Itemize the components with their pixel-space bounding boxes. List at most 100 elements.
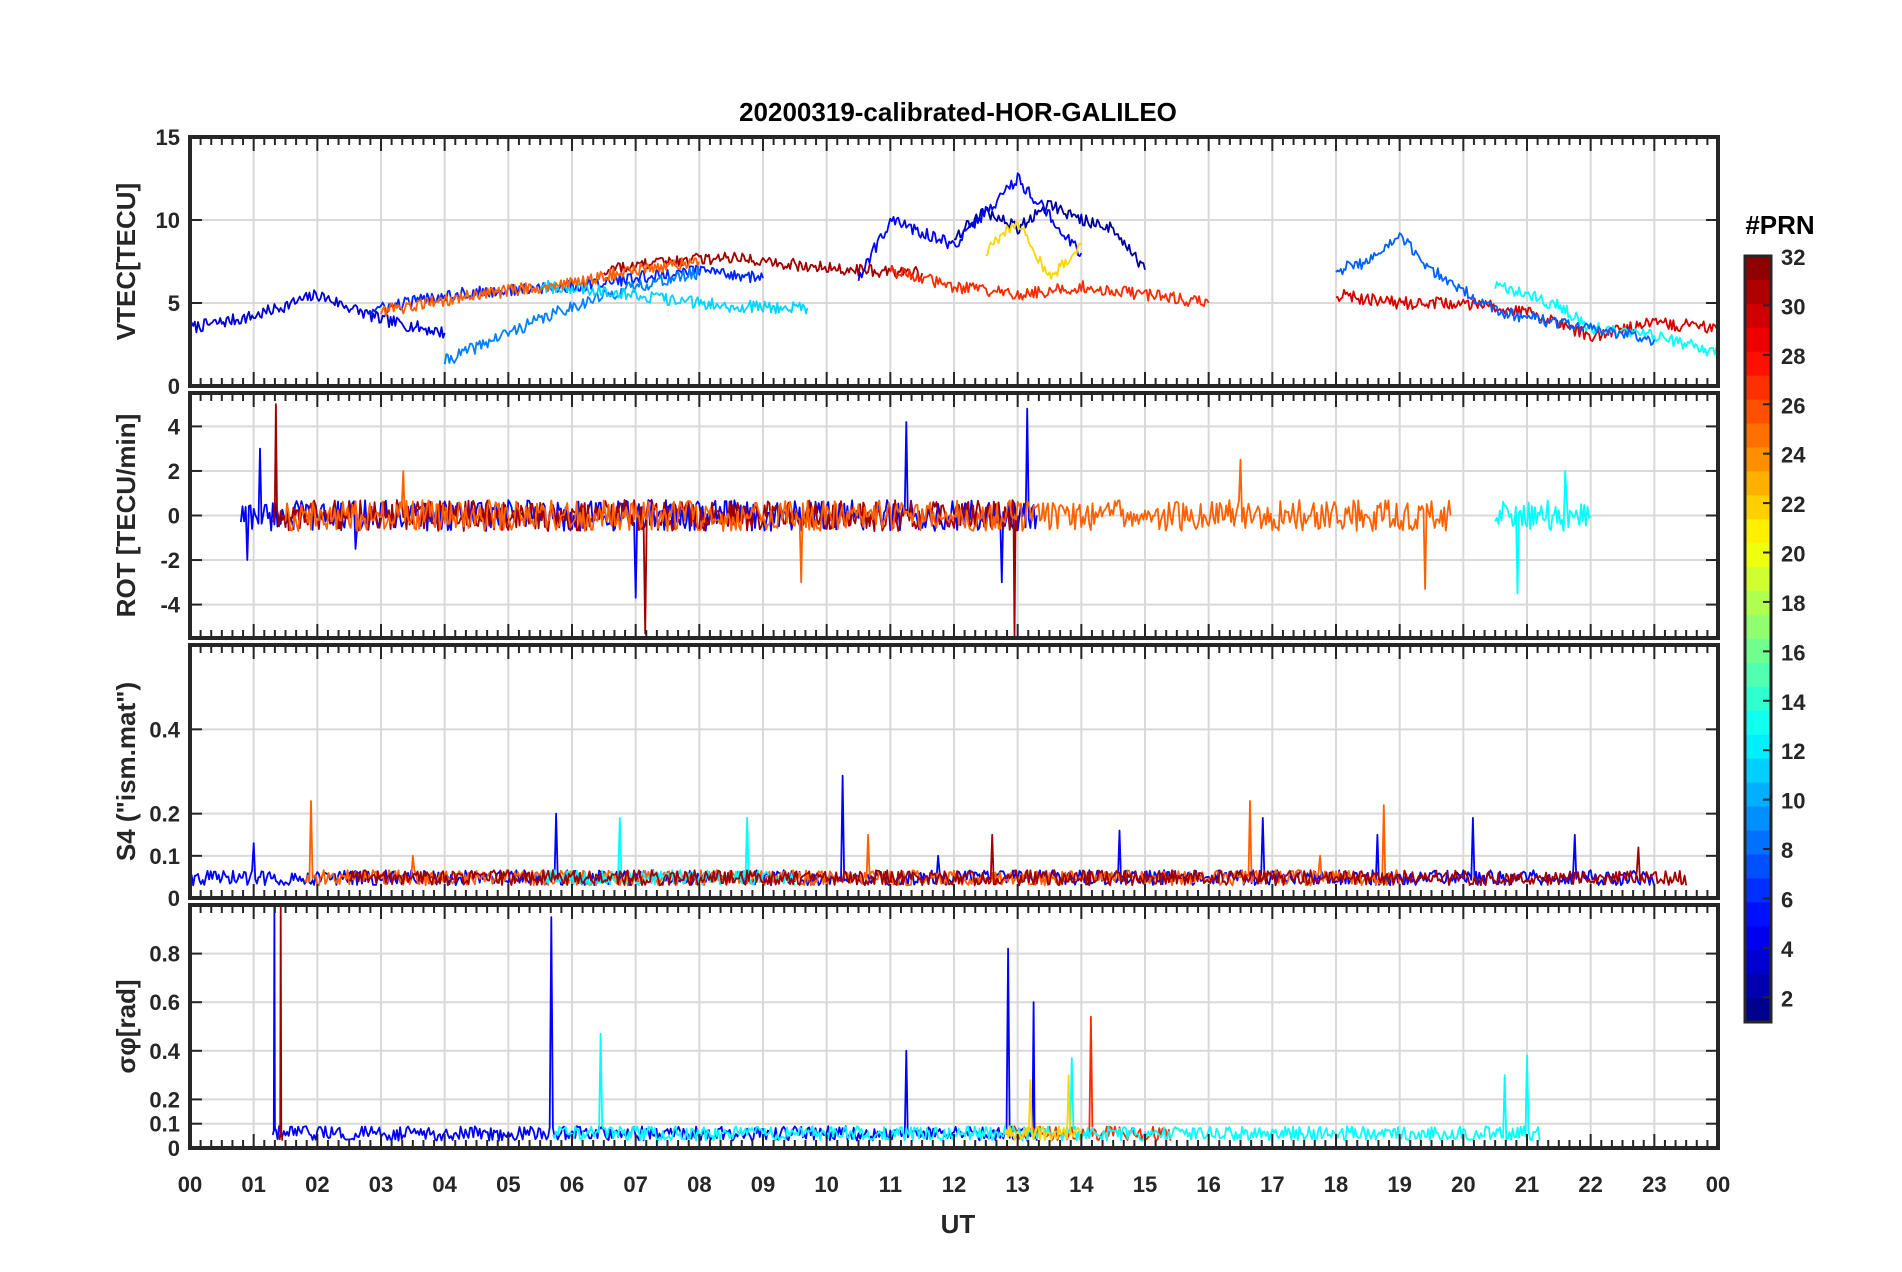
colorbar-swatch bbox=[1745, 256, 1771, 281]
colorbar-swatch bbox=[1745, 950, 1771, 975]
series-line-prn-25 bbox=[284, 458, 1452, 590]
colorbar-swatch bbox=[1745, 902, 1771, 927]
x-tick-label: 21 bbox=[1515, 1172, 1539, 1197]
grid bbox=[190, 393, 1718, 638]
x-tick-labels: 00 01 02 03 04 05 06 07 08 09 10 11 12 13 14 15 16 17 18 19… bbox=[178, 1172, 1730, 1197]
series-group bbox=[240, 403, 1592, 638]
colorbar-tick-label: 6 bbox=[1781, 887, 1793, 912]
colorbar-tick-label: 32 bbox=[1781, 245, 1805, 270]
series-line-prn-13 bbox=[1494, 470, 1592, 595]
colorbar-swatch bbox=[1745, 591, 1771, 616]
colorbar-swatch bbox=[1745, 806, 1771, 832]
colorbar-frame bbox=[1743, 254, 1773, 1024]
series-line-prn-3 bbox=[190, 289, 446, 339]
x-tick-label: 10 bbox=[814, 1172, 838, 1197]
x-tick-label: 20 bbox=[1451, 1172, 1475, 1197]
series-group bbox=[271, 905, 1541, 1142]
panel-sigma_phi: 00.10.2 0.4 0.6 0.8 σφ[rad] bbox=[111, 903, 1720, 1161]
y-tick-label: 2 bbox=[168, 459, 180, 484]
colorbar-swatch bbox=[1745, 567, 1771, 592]
colorbar-swatch bbox=[1745, 519, 1771, 544]
x-tick-label: 17 bbox=[1260, 1172, 1284, 1197]
series-line-prn-12 bbox=[539, 279, 809, 315]
colorbar-tick-label: 8 bbox=[1781, 838, 1793, 863]
colorbar-tick-label: 20 bbox=[1781, 542, 1805, 567]
x-axis-label: UT bbox=[941, 1209, 976, 1239]
colorbar-swatch bbox=[1745, 351, 1771, 377]
y-tick-label: 0.1 bbox=[149, 1112, 180, 1137]
x-tick-label: 22 bbox=[1578, 1172, 1602, 1197]
colorbar-swatch bbox=[1745, 495, 1771, 520]
series-line-prn-31 bbox=[278, 905, 284, 1141]
y-tick-label: 0.1 bbox=[149, 844, 180, 869]
colorbar-tick-label: 26 bbox=[1781, 393, 1805, 418]
x-tick-label: 02 bbox=[305, 1172, 329, 1197]
colorbar-tick-label: 4 bbox=[1781, 937, 1794, 962]
y-axis-label: VTEC[TECU] bbox=[111, 183, 141, 340]
panel-rot: -4 -2 0 2 4 ROT [TECU/min] bbox=[111, 391, 1720, 640]
colorbar-swatch bbox=[1745, 926, 1771, 951]
colorbar-swatch bbox=[1745, 710, 1771, 736]
colorbar-swatch bbox=[1745, 734, 1771, 760]
grid bbox=[190, 905, 1718, 1148]
series-line-prn-25 bbox=[380, 257, 701, 317]
colorbar-swatch bbox=[1745, 998, 1771, 1023]
x-ticks bbox=[199, 905, 1709, 1148]
y-tick-label: 0 bbox=[168, 504, 180, 529]
colorbar-swatch bbox=[1745, 279, 1771, 305]
y-tick-label: 15 bbox=[156, 125, 180, 150]
y-tick-label: 0.2 bbox=[149, 1087, 180, 1112]
series-line-prn-13 bbox=[1494, 281, 1718, 357]
y-tick-label: 0.4 bbox=[149, 1039, 180, 1064]
x-tick-label: 00 bbox=[1706, 1172, 1730, 1197]
colorbar-swatch bbox=[1745, 615, 1771, 640]
colorbar-swatch bbox=[1745, 423, 1771, 449]
panel-vtec: 0 5 10 15 VTEC[TECU] bbox=[111, 125, 1720, 399]
colorbar-tick-label: 12 bbox=[1781, 739, 1805, 764]
y-tick-label: 0 bbox=[168, 1136, 180, 1161]
y-tick-label: 0.8 bbox=[149, 942, 180, 967]
y-ticks: 0 0.1 0.2 0.4 bbox=[149, 717, 1718, 911]
x-ticks bbox=[199, 393, 1709, 638]
y-tick-label: -4 bbox=[160, 593, 180, 618]
colorbar-swatch bbox=[1745, 758, 1771, 784]
colorbar-swatch bbox=[1745, 543, 1771, 568]
series-group bbox=[190, 774, 1688, 887]
series-line-prn-10 bbox=[443, 266, 701, 365]
colorbar-tick-label: 28 bbox=[1781, 344, 1805, 369]
colorbar-swatch bbox=[1745, 974, 1771, 999]
series-line-prn-20 bbox=[1004, 1074, 1083, 1142]
series-line-prn-5 bbox=[857, 172, 1083, 281]
x-tick-label: 06 bbox=[560, 1172, 584, 1197]
x-ticks bbox=[199, 137, 1709, 386]
y-tick-label: 0.6 bbox=[149, 990, 180, 1015]
colorbar-swatch bbox=[1745, 471, 1771, 496]
colorbar-swatch bbox=[1745, 854, 1771, 879]
y-tick-label: -2 bbox=[160, 548, 180, 573]
x-tick-label: 11 bbox=[879, 1172, 902, 1197]
x-tick-label: 18 bbox=[1324, 1172, 1348, 1197]
colorbar-tick-label: 16 bbox=[1781, 640, 1805, 665]
colorbar-tick-label: 10 bbox=[1781, 789, 1805, 814]
x-tick-label: 23 bbox=[1642, 1172, 1666, 1197]
x-tick-label: 19 bbox=[1387, 1172, 1411, 1197]
colorbar-swatch bbox=[1745, 447, 1771, 473]
colorbar-swatch bbox=[1745, 686, 1771, 712]
series-line-prn-31 bbox=[348, 833, 1688, 887]
x-tick-label: 04 bbox=[432, 1172, 457, 1197]
x-ticks bbox=[199, 645, 1709, 898]
colorbar-swatch bbox=[1745, 327, 1771, 353]
y-tick-label: 0 bbox=[168, 374, 180, 399]
x-tick-label: 12 bbox=[942, 1172, 966, 1197]
series-group bbox=[190, 172, 1718, 365]
x-tick-label: 15 bbox=[1133, 1172, 1157, 1197]
colorbar-swatch bbox=[1745, 830, 1771, 856]
y-axis-label: ROT [TECU/min] bbox=[111, 414, 141, 618]
colorbar-tick-label: 30 bbox=[1781, 294, 1805, 319]
x-tick-label: 05 bbox=[496, 1172, 520, 1197]
x-tick-label: 00 bbox=[178, 1172, 202, 1197]
figure-title: 20200319-calibrated-HOR-GALILEO bbox=[739, 97, 1177, 127]
colorbar-title: #PRN bbox=[1745, 210, 1814, 240]
series-line-prn-31 bbox=[603, 251, 924, 280]
